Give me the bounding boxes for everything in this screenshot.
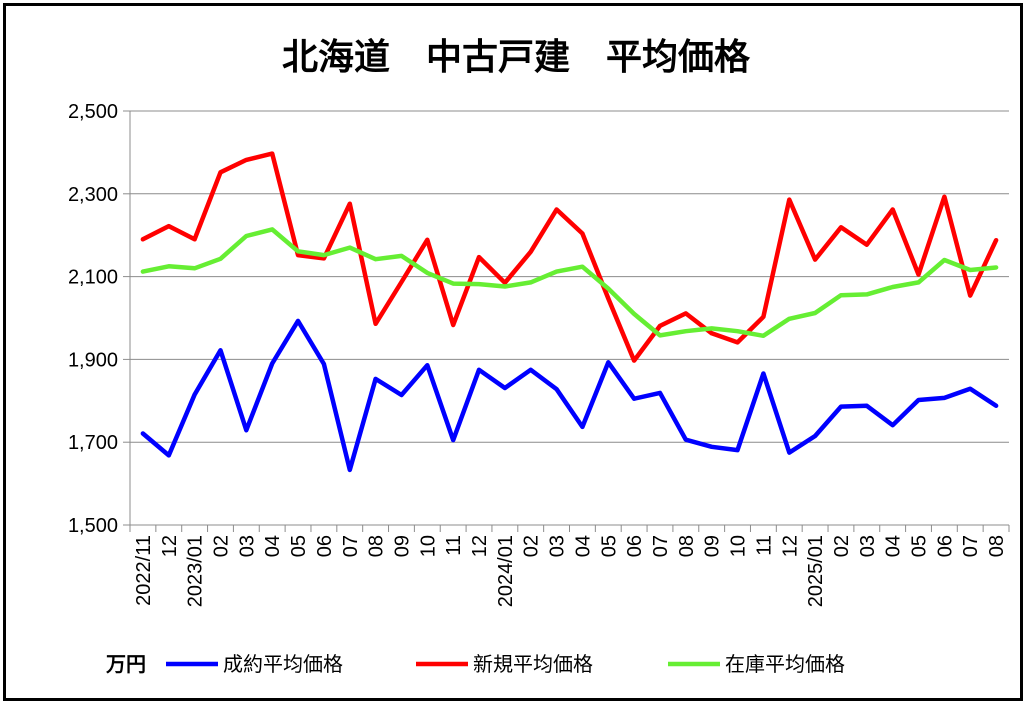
x-tick-label: 05 (909, 535, 931, 557)
x-tick-label: 09 (391, 535, 413, 557)
x-tick-label: 05 (288, 535, 310, 557)
x-tick-label: 05 (598, 535, 620, 557)
legend-label: 成約平均価格 (223, 652, 343, 676)
y-tick-label: 2,500 (68, 101, 118, 123)
x-tick-label: 10 (417, 535, 439, 557)
x-tick-label: 07 (340, 535, 362, 557)
x-tick-label: 08 (676, 535, 698, 557)
x-tick-label: 03 (547, 535, 569, 557)
chart-frame: 北海道 中古戸建 平均価格 1,500 1,700 1,900 2,100 2,300 2… (3, 3, 1023, 701)
x-tick-label: 12 (779, 535, 801, 557)
series-line (140, 151, 999, 363)
chart-title: 北海道 中古戸建 平均価格 (282, 37, 751, 78)
x-tick-label: 10 (728, 535, 750, 557)
y-tick-label: 1,900 (68, 349, 118, 371)
legend: 万円 成約平均価格 新規平均価格 在庫平均価格 (105, 652, 845, 676)
legend-label: 在庫平均価格 (725, 652, 845, 676)
series-line (140, 318, 999, 473)
x-tick-label: 07 (960, 535, 982, 557)
y-tick-label: 1,500 (68, 515, 118, 537)
x-tick-label: 02 (521, 535, 543, 557)
x-tick-label: 08 (366, 535, 388, 557)
x-tick-label: 06 (624, 535, 646, 557)
x-tick-label: 12 (469, 535, 491, 557)
legend-label: 新規平均価格 (473, 652, 593, 676)
x-tick-label: 04 (572, 535, 594, 557)
x-tick-label: 12 (159, 535, 181, 557)
x-tick-label: 2023/01 (185, 535, 207, 607)
x-tick-label: 08 (986, 535, 1008, 557)
x-tick-label: 03 (857, 535, 879, 557)
series-lines (140, 151, 999, 473)
unit-label: 万円 (105, 652, 146, 676)
x-tick-label: 06 (934, 535, 956, 557)
x-tick-label: 11 (443, 535, 465, 556)
x-tick-label: 03 (236, 535, 258, 557)
x-tick-label: 09 (702, 535, 724, 557)
x-tick-label: 2024/01 (495, 535, 517, 607)
x-tick-label: 02 (831, 535, 853, 557)
x-tick-label: 06 (314, 535, 336, 557)
x-tick-label: 04 (883, 535, 905, 557)
x-axis-ticks: 2022/11 12 2023/01 02 03 04 05 06 07 08 09 10 11 12 20… (129, 525, 1010, 607)
y-tick-label: 1,700 (68, 432, 118, 454)
x-tick-label: 04 (262, 535, 284, 557)
x-tick-label: 07 (650, 535, 672, 557)
y-tick-label: 2,100 (68, 267, 118, 289)
y-axis-ticks: 1,500 1,700 1,900 2,100 2,300 2,500 (68, 101, 130, 537)
y-tick-label: 2,300 (68, 184, 118, 206)
line-chart: 北海道 中古戸建 平均価格 1,500 1,700 1,900 2,100 2,300 2… (68, 37, 1010, 676)
x-tick-label: 2025/01 (805, 535, 827, 607)
x-tick-label: 2022/11 (133, 535, 155, 606)
x-tick-label: 11 (753, 535, 775, 556)
series-line (140, 227, 999, 339)
axes (129, 111, 1009, 526)
x-tick-label: 02 (210, 535, 232, 557)
